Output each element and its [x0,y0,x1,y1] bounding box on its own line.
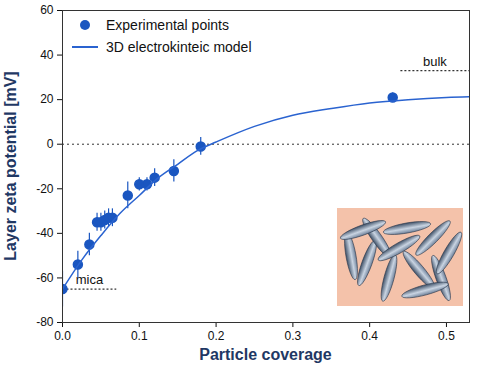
svg-text:-40: -40 [36,226,54,240]
svg-text:20: 20 [40,92,54,106]
svg-text:0.5: 0.5 [438,329,455,343]
html-text:3D electrokinteic model: 3D electrokinteic model [106,39,252,55]
html-text:Experimental points: Experimental points [106,17,229,33]
svg-text:mica: mica [76,272,104,287]
svg-text:Layer zeta potential [mV]: Layer zeta potential [mV] [2,71,19,260]
svg-text:0.0: 0.0 [54,329,71,343]
svg-text:bulk: bulk [423,54,447,69]
svg-text:-60: -60 [36,271,54,285]
svg-text:0.1: 0.1 [131,329,148,343]
svg-text:0.4: 0.4 [361,329,378,343]
svg-text:40: 40 [40,48,54,62]
svg-text:0: 0 [47,137,54,151]
svg-text:0.2: 0.2 [208,329,225,343]
svg-text:-20: -20 [36,182,54,196]
svg-text:-80: -80 [36,315,54,329]
svg-text:0.3: 0.3 [285,329,302,343]
svg-text:60: 60 [40,3,54,17]
svg-text:Particle coverage: Particle coverage [199,346,332,363]
